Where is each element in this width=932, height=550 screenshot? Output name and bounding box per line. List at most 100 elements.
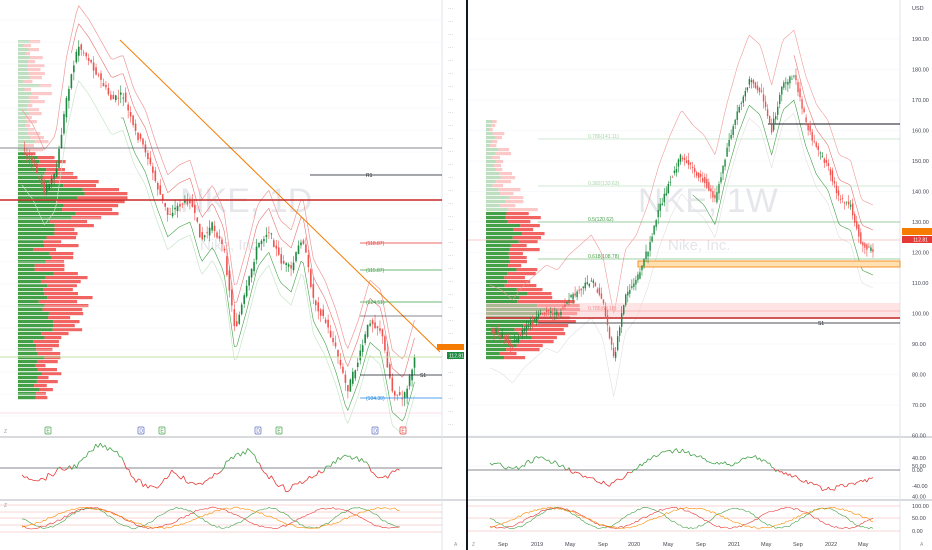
candle-body bbox=[287, 264, 290, 267]
candle-body bbox=[730, 134, 732, 139]
candle-body bbox=[779, 94, 781, 105]
volume-bar-down bbox=[49, 180, 99, 184]
oscillator-segment bbox=[866, 477, 870, 483]
volume-bar-down bbox=[495, 180, 512, 184]
supply-zone[interactable] bbox=[486, 303, 900, 319]
volume-bar-down bbox=[34, 140, 49, 144]
volume-bar-down bbox=[48, 252, 74, 256]
oscillator-segment bbox=[816, 483, 819, 486]
oscillator-segment bbox=[714, 461, 718, 465]
oscillator-segment bbox=[297, 481, 301, 485]
oscillator-segment bbox=[793, 475, 797, 477]
chart-pane-daily[interactable]: ··· ··· ··· ··· ··· ··· ··· ··· ··· ··· ··· ··· ··· ·… bbox=[0, 0, 468, 550]
oscillator-segment bbox=[737, 461, 740, 464]
volume-bar-down bbox=[33, 340, 59, 344]
candle-body bbox=[70, 74, 73, 88]
daily-chart-canvas[interactable]: ··· ··· ··· ··· ··· ··· ··· ··· ··· ··· ··· ··· ··· ·… bbox=[0, 0, 466, 550]
candle-body bbox=[174, 207, 176, 210]
candle-body bbox=[352, 371, 354, 384]
axis-settings-icon[interactable]: A bbox=[920, 542, 924, 548]
oscillator-segment bbox=[755, 455, 758, 460]
volume-bar-up bbox=[486, 356, 505, 360]
chart-pane-weekly[interactable]: USD 190.00 180.00 170.00 160.00 150.00 140.00… bbox=[468, 0, 932, 550]
candle-body bbox=[566, 302, 568, 304]
oscillator-segment bbox=[631, 469, 635, 473]
candle-body bbox=[393, 391, 396, 396]
price-axis-tick: ··· bbox=[448, 370, 453, 376]
candlestick-series bbox=[23, 40, 416, 407]
oscillator-segment bbox=[738, 459, 742, 463]
oscillator-segment bbox=[637, 463, 641, 468]
volume-bar-down bbox=[37, 368, 58, 372]
oscillator-segment bbox=[95, 443, 99, 448]
candle-body bbox=[594, 282, 597, 287]
candle-body bbox=[196, 217, 199, 222]
oscillator-segment bbox=[154, 486, 158, 489]
candle-body bbox=[344, 374, 347, 383]
oscillator-segment bbox=[655, 455, 659, 458]
candlestick-series bbox=[491, 68, 874, 362]
candle-body bbox=[379, 328, 381, 331]
oscillator-segment bbox=[489, 462, 493, 466]
candle-body bbox=[161, 194, 164, 200]
oscillator-segment bbox=[311, 475, 315, 479]
candle-body bbox=[198, 223, 201, 238]
price-axis-tick: ··· bbox=[448, 19, 453, 25]
axis-settings-icon[interactable]: A bbox=[454, 542, 458, 548]
downtrend-line[interactable] bbox=[119, 39, 441, 353]
volume-bar-up bbox=[486, 184, 493, 188]
volume-bar-down bbox=[24, 144, 34, 148]
oscillator-segment bbox=[593, 477, 596, 481]
oscillator-segment bbox=[102, 444, 106, 448]
oscillator-segment bbox=[566, 467, 570, 471]
candle-body bbox=[819, 152, 821, 154]
volume-bar-up bbox=[486, 248, 510, 252]
pivot-levels: (118.87) (115.87) (124.51) R1 S1 (104.30) bbox=[0, 147, 442, 414]
candle-body bbox=[558, 312, 560, 316]
volume-bar-up bbox=[18, 336, 45, 340]
oscillator-segment bbox=[24, 476, 27, 478]
candle-body bbox=[134, 123, 137, 131]
candle-body bbox=[265, 234, 268, 237]
oscillator-segment bbox=[233, 454, 237, 459]
candle-body bbox=[33, 164, 36, 166]
oscillator-segment bbox=[625, 471, 629, 476]
oscillator-segment bbox=[387, 473, 391, 479]
oscillator-segment bbox=[572, 471, 576, 474]
company-watermark: Nike, Inc. bbox=[668, 237, 731, 254]
oscillator-segment bbox=[38, 478, 42, 482]
candle-body bbox=[517, 338, 520, 342]
candle-body bbox=[233, 309, 236, 327]
oscillator-segment bbox=[520, 465, 523, 468]
price-axis-label: 80.00 bbox=[912, 373, 926, 379]
support-label: S1 bbox=[818, 321, 824, 327]
volume-bar-down bbox=[516, 344, 543, 348]
volume-bar-up bbox=[486, 264, 509, 268]
candle-body bbox=[342, 366, 344, 373]
volume-bar-up bbox=[18, 132, 28, 136]
demand-zone[interactable] bbox=[637, 260, 901, 268]
weekly-chart-canvas[interactable]: USD 190.00 180.00 170.00 160.00 150.00 140.00… bbox=[468, 0, 932, 550]
volume-bar-up bbox=[18, 148, 28, 152]
price-axis-tick: ··· bbox=[448, 279, 453, 285]
candle-body bbox=[734, 119, 736, 125]
oscillator-segment bbox=[641, 462, 645, 467]
volume-bar-down bbox=[37, 352, 61, 356]
candle-body bbox=[354, 370, 357, 379]
candle-body bbox=[803, 108, 805, 113]
candle-body bbox=[132, 115, 134, 125]
candle-body bbox=[685, 160, 688, 164]
candle-body bbox=[273, 240, 275, 247]
candle-body bbox=[845, 201, 848, 203]
oscillator-segment bbox=[223, 460, 227, 469]
volume-bar-down bbox=[514, 328, 564, 332]
resistance-trail bbox=[71, 23, 415, 378]
candle-body bbox=[856, 221, 858, 229]
time-axis[interactable]: Sep 2019 May Sep 2020 May Sep 2021 May Sep 2022 May bbox=[498, 542, 869, 548]
candle-body bbox=[698, 172, 700, 178]
volume-bar-up bbox=[18, 200, 57, 204]
oscillator-segment bbox=[228, 457, 232, 462]
volume-bar-up bbox=[18, 296, 48, 300]
candle-body bbox=[366, 324, 369, 337]
